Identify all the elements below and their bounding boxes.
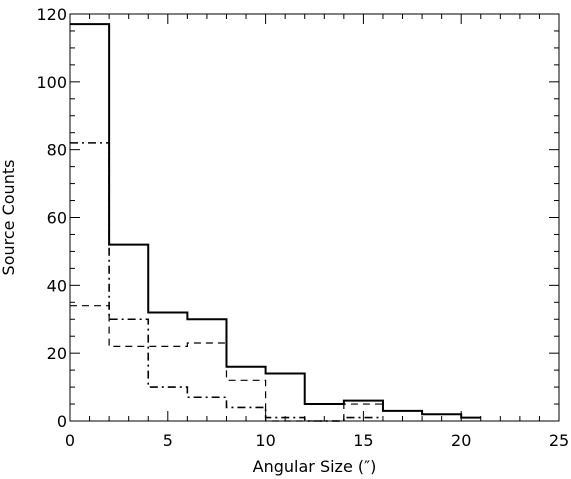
major-ticks <box>69 13 560 422</box>
y-tick-label: 80 <box>47 141 67 160</box>
x-tick-label: 20 <box>451 431 471 450</box>
y-tick-label: 60 <box>47 209 67 228</box>
x-tick-label: 10 <box>255 431 275 450</box>
tick-labels: 0 5 10 15 20 25 0 20 40 60 80 100 120 <box>36 5 569 450</box>
x-tick-label: 0 <box>65 431 75 450</box>
histogram-solid-line <box>70 23 481 419</box>
y-tick-label: 120 <box>36 5 67 24</box>
x-axis-label: Angular Size (″) <box>253 457 377 476</box>
y-tick-label: 40 <box>47 276 67 295</box>
plot-frame <box>69 13 560 422</box>
minor-ticks <box>70 14 559 421</box>
histogram-dashdot-line <box>70 142 383 422</box>
y-tick-label: 100 <box>36 73 67 92</box>
series-layer <box>70 23 481 422</box>
y-axis-label: Source Counts <box>0 160 18 276</box>
y-tick-label: 20 <box>47 344 67 363</box>
x-tick-label: 15 <box>353 431 373 450</box>
x-tick-label: 25 <box>549 431 569 450</box>
x-tick-label: 5 <box>163 431 173 450</box>
y-tick-label: 0 <box>57 412 67 431</box>
